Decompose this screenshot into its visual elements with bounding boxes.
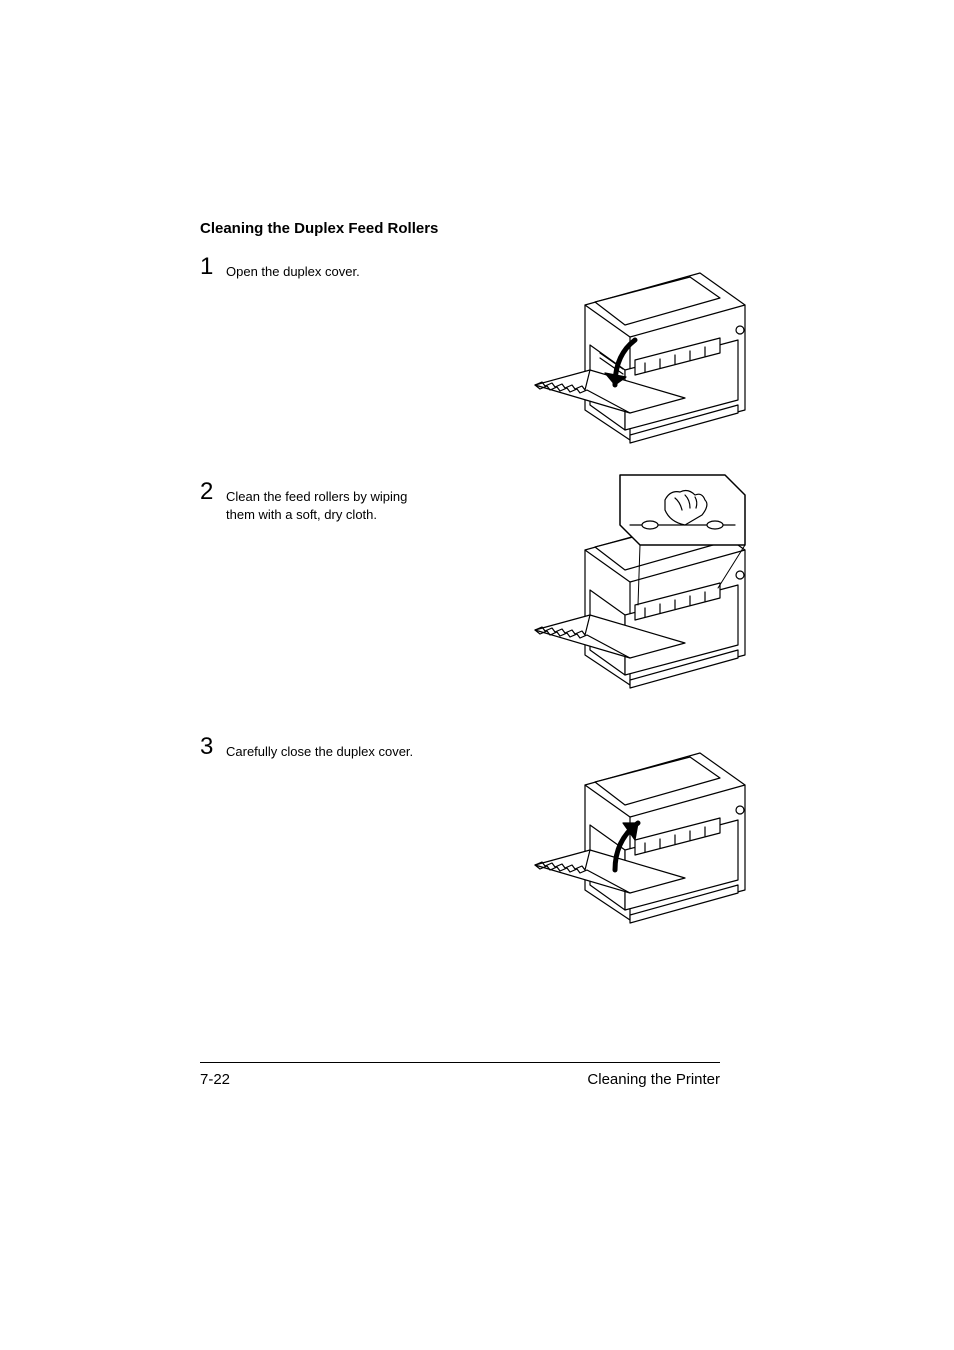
page-footer: 7-22 Cleaning the Printer: [200, 1062, 720, 1088]
step-1-text: Open the duplex cover.: [226, 255, 360, 281]
illustration-step-3: [520, 735, 750, 930]
illustration-step-1: [520, 255, 750, 450]
step-3-number: 3: [200, 735, 218, 759]
step-2-text: Clean the feed rollers by wiping them wi…: [226, 480, 436, 523]
chapter-title: Cleaning the Printer: [587, 1071, 720, 1088]
step-1-number: 1: [200, 255, 218, 279]
section-title: Cleaning the Duplex Feed Rollers: [200, 220, 740, 237]
step-2-number: 2: [200, 480, 218, 504]
page-number: 7-22: [200, 1071, 230, 1088]
illustration-step-2: [520, 470, 750, 695]
step-3-text: Carefully close the duplex cover.: [226, 735, 413, 761]
footer-divider: [200, 1062, 720, 1063]
